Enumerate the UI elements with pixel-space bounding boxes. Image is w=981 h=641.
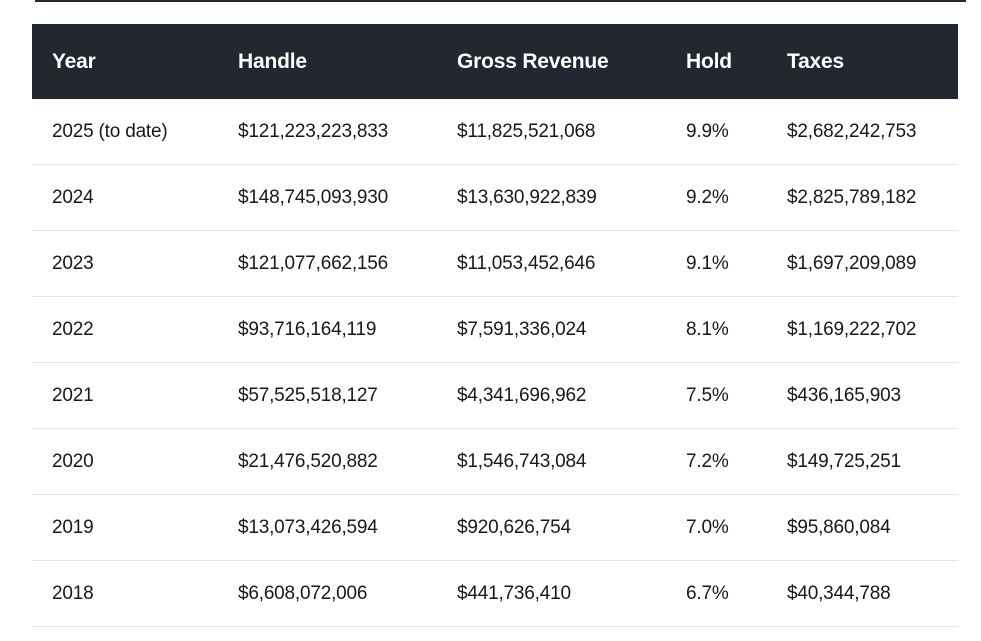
cell-gross-revenue: $11,825,521,068 — [457, 120, 596, 142]
cell-handle: $148,745,093,930 — [238, 186, 389, 208]
cell-year: 2018 — [52, 582, 94, 604]
table-row: 2020 $21,476,520,882 $1,546,743,084 7.2%… — [32, 429, 958, 495]
cell-gross-revenue: $7,591,336,024 — [457, 318, 587, 340]
cell-taxes: $1,697,209,089 — [787, 252, 917, 274]
cell-taxes: $2,825,789,182 — [787, 186, 917, 208]
cell-year: 2025 (to date) — [52, 120, 168, 142]
cell-hold: 9.1% — [686, 252, 729, 274]
top-divider-strip — [35, 0, 966, 2]
cell-year: 2023 — [52, 252, 94, 274]
cell-hold: 6.7% — [686, 582, 729, 604]
cell-year: 2019 — [52, 516, 94, 538]
cell-gross-revenue: $4,341,696,962 — [457, 384, 587, 406]
table-row: 2019 $13,073,426,594 $920,626,754 7.0% $… — [32, 495, 958, 561]
cell-hold: 8.1% — [686, 318, 729, 340]
cell-handle: $121,077,662,156 — [238, 252, 389, 274]
cell-gross-revenue: $441,736,410 — [457, 582, 571, 604]
table-row: 2022 $93,716,164,119 $7,591,336,024 8.1%… — [32, 297, 958, 363]
column-header-taxes: Taxes — [787, 49, 844, 73]
cell-hold: 9.2% — [686, 186, 729, 208]
column-header-year: Year — [52, 49, 96, 73]
cell-taxes: $2,682,242,753 — [787, 120, 917, 142]
table-row: 2023 $121,077,662,156 $11,053,452,646 9.… — [32, 231, 958, 297]
table-row: 2025 (to date) $121,223,223,833 $11,825,… — [32, 99, 958, 165]
cell-taxes: $95,860,084 — [787, 516, 891, 538]
table-row: 2024 $148,745,093,930 $13,630,922,839 9.… — [32, 165, 958, 231]
column-header-handle: Handle — [238, 49, 307, 73]
cell-handle: $121,223,223,833 — [238, 120, 389, 142]
cell-hold: 9.9% — [686, 120, 729, 142]
cell-year: 2020 — [52, 450, 94, 472]
cell-handle: $57,525,518,127 — [238, 384, 378, 406]
cell-hold: 7.5% — [686, 384, 729, 406]
cell-handle: $93,716,164,119 — [238, 318, 377, 340]
cell-year: 2022 — [52, 318, 94, 340]
yearly-betting-table: Year Handle Gross Revenue Hold Taxes 202… — [32, 24, 958, 627]
cell-hold: 7.2% — [686, 450, 729, 472]
column-header-gross-revenue: Gross Revenue — [457, 49, 609, 73]
cell-gross-revenue: $11,053,452,646 — [457, 252, 596, 274]
table-row: 2018 $6,608,072,006 $441,736,410 6.7% $4… — [32, 561, 958, 627]
table-header-row: Year Handle Gross Revenue Hold Taxes — [32, 24, 958, 99]
table-body: 2025 (to date) $121,223,223,833 $11,825,… — [32, 99, 958, 627]
cell-handle: $6,608,072,006 — [238, 582, 368, 604]
table-row: 2021 $57,525,518,127 $4,341,696,962 7.5%… — [32, 363, 958, 429]
cell-taxes: $436,165,903 — [787, 384, 901, 406]
column-header-hold: Hold — [686, 49, 732, 73]
cell-gross-revenue: $1,546,743,084 — [457, 450, 587, 472]
cell-taxes: $40,344,788 — [787, 582, 891, 604]
cell-taxes: $149,725,251 — [787, 450, 901, 472]
cell-gross-revenue: $920,626,754 — [457, 516, 571, 538]
cell-gross-revenue: $13,630,922,839 — [457, 186, 597, 208]
cell-handle: $21,476,520,882 — [238, 450, 378, 472]
cell-handle: $13,073,426,594 — [238, 516, 378, 538]
cell-hold: 7.0% — [686, 516, 729, 538]
cell-year: 2024 — [52, 186, 94, 208]
cell-taxes: $1,169,222,702 — [787, 318, 917, 340]
cell-year: 2021 — [52, 384, 94, 406]
